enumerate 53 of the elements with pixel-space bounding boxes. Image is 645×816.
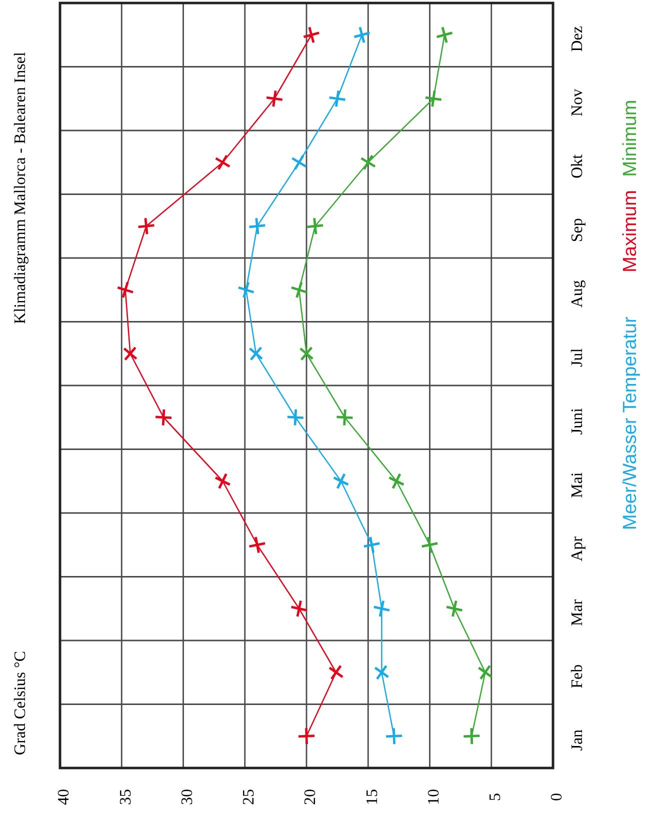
text: Maximum — [620, 190, 641, 272]
point — [290, 281, 308, 299]
point — [388, 472, 405, 490]
point — [306, 216, 324, 236]
x-tick-label: 25 — [240, 789, 258, 805]
point — [248, 216, 266, 236]
x-tick-label: 20 — [302, 789, 320, 805]
x-tick-label: 30 — [178, 789, 196, 805]
point — [297, 726, 316, 746]
y-tick-label: Jan — [569, 729, 586, 751]
point — [436, 26, 454, 44]
point — [353, 26, 371, 44]
point — [424, 90, 443, 108]
x-tick-label: 35 — [117, 789, 134, 805]
y-tick-label: Sep — [569, 218, 586, 242]
point — [116, 281, 134, 299]
point — [372, 600, 391, 618]
point — [290, 600, 308, 618]
point — [302, 26, 320, 44]
text: Klimadiagramm Mallorca - Balearen Insel — [12, 52, 29, 324]
y-tick-label: Aug — [569, 280, 586, 308]
point — [154, 408, 173, 427]
point — [332, 472, 350, 490]
x-tick-label: 40 — [56, 789, 73, 805]
point — [462, 726, 481, 746]
x-tick-label: 15 — [364, 789, 381, 805]
y-tick-label: Dez — [569, 26, 586, 52]
point — [362, 536, 381, 554]
point — [336, 408, 354, 427]
y-tick-label: Okt — [569, 154, 586, 178]
point — [328, 90, 346, 108]
point — [286, 408, 305, 427]
y-tick-label: Apr — [569, 536, 586, 562]
y-tick-label: Jul — [569, 348, 586, 367]
point — [237, 281, 255, 299]
point — [384, 726, 404, 746]
point — [248, 536, 266, 554]
point — [265, 90, 284, 108]
text: Grad Celsius °C — [12, 650, 29, 756]
point — [214, 472, 232, 490]
y-tick-label: Nov — [569, 88, 586, 116]
point — [445, 600, 464, 618]
x-tick-label: 5 — [487, 793, 504, 801]
text: Meer/Wasser Temperatur — [620, 316, 641, 530]
point — [420, 536, 439, 554]
x-tick-label: 10 — [425, 789, 442, 805]
point — [137, 216, 156, 236]
y-tick-label: Juni — [569, 407, 586, 435]
text: Minimum — [620, 100, 641, 177]
y-tick-label: Mai — [569, 472, 586, 498]
y-tick-label: Mar — [569, 598, 586, 626]
y-tick-label: Feb — [569, 664, 586, 688]
x-tick-label: 0 — [548, 793, 566, 801]
